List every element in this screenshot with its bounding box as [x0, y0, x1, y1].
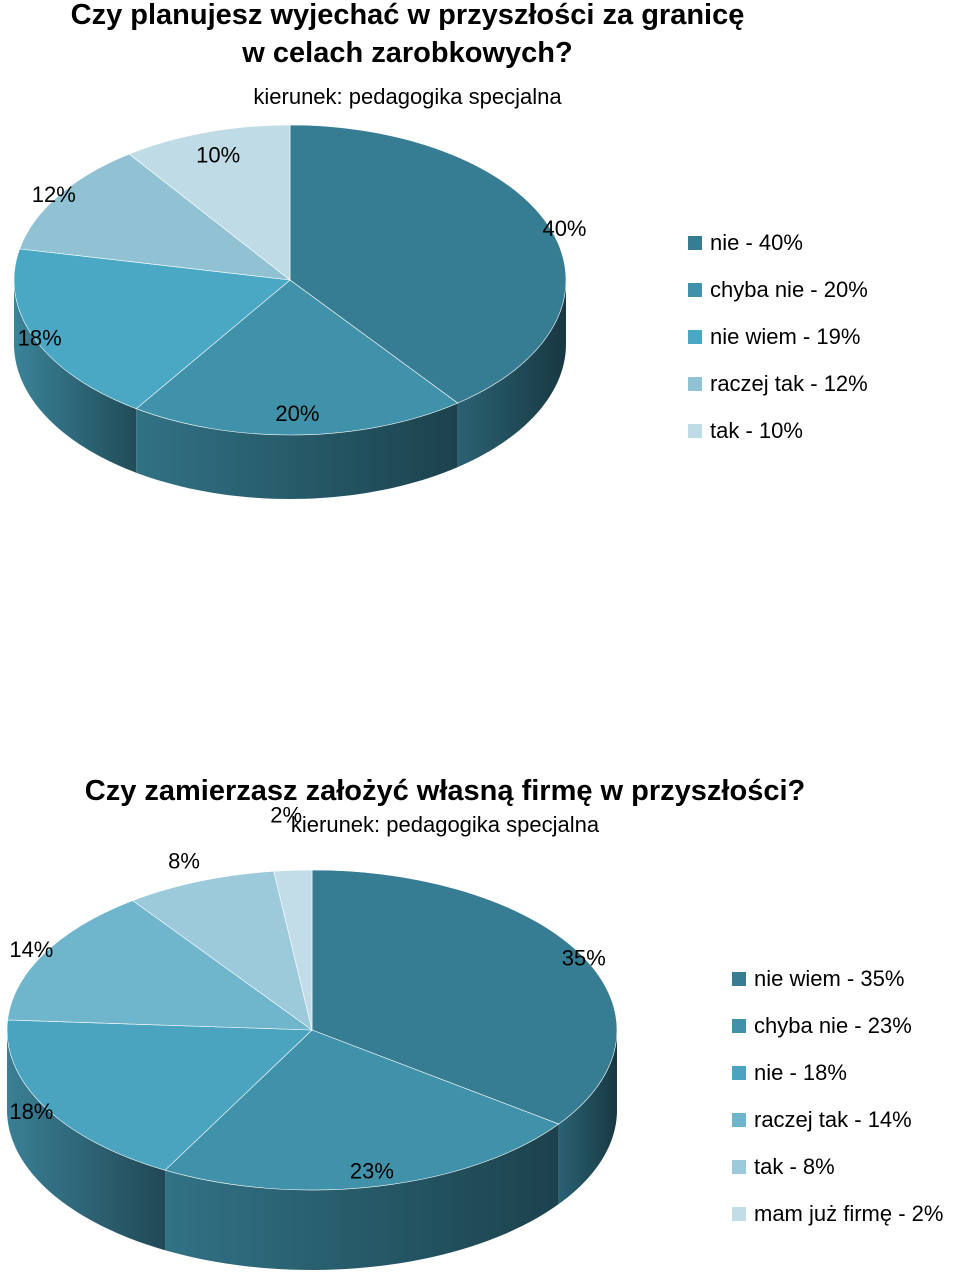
pie-side-0 — [457, 280, 566, 468]
chart-subtitle: kierunek: pedagogika specjalna — [290, 812, 600, 837]
legend-swatch — [732, 1019, 746, 1033]
chart-subtitle: kierunek: pedagogika specjalna — [253, 84, 562, 109]
legend-swatch — [688, 424, 702, 438]
legend-swatch — [732, 1207, 746, 1221]
data-label: 14% — [9, 937, 53, 962]
legend-label: tak - 10% — [710, 418, 803, 443]
chart-title: Czy zamierzasz założyć własną firmę w pr… — [84, 775, 806, 807]
chart-title-line-2: w celach zarobkowych? — [242, 37, 573, 69]
legend-swatch — [732, 1113, 746, 1127]
pie-slice-tak — [132, 870, 313, 1031]
legend-label: chyba nie - 23% — [754, 1013, 912, 1038]
pie-side-walls — [7, 1030, 617, 1270]
data-label: 20% — [275, 401, 319, 426]
legend-label: tak - 8% — [754, 1154, 835, 1179]
legend-label: mam już firmę - 2% — [754, 1201, 944, 1226]
pie-chart-emigration: Czy planujesz wyjechać w przyszłości za … — [0, 0, 960, 520]
data-label: 35% — [562, 945, 606, 970]
pie-side-0 — [558, 1030, 617, 1205]
legend-swatch — [688, 236, 702, 250]
pie-slice-raczej-tak — [7, 900, 313, 1031]
pie-side-2 — [14, 280, 137, 473]
pie-plot: 35% 23% 18% 14% 8% 2% — [6, 802, 618, 1270]
pie-slice-mam-już-firmę — [273, 869, 313, 1031]
pie-chart-own-business: Czy zamierzasz założyć własną firmę w pr… — [0, 760, 960, 1274]
legend-label: nie wiem - 19% — [710, 324, 861, 349]
pie-side-2 — [7, 1030, 166, 1251]
data-label: 18% — [9, 1099, 53, 1124]
legend-swatch — [688, 377, 702, 391]
data-label: 18% — [18, 326, 62, 351]
legend-swatch — [688, 283, 702, 297]
pie-side-1 — [165, 1124, 559, 1270]
chart-title-line-1: Czy planujesz wyjechać w przyszłości za … — [70, 0, 745, 31]
data-label: 2% — [270, 802, 302, 827]
data-label: 12% — [32, 182, 76, 207]
legend-label: raczej tak - 14% — [754, 1107, 912, 1132]
legend-swatch — [732, 1160, 746, 1174]
pie-slice-raczej-tak — [19, 153, 292, 281]
pie-slice-nie-wiem — [13, 248, 291, 410]
data-label: 10% — [196, 143, 240, 168]
pie-plot: 40% 20% 18% 12% 10% — [13, 124, 587, 499]
data-label: 8% — [168, 848, 200, 873]
legend-swatch — [732, 1066, 746, 1080]
legend-label: raczej tak - 12% — [710, 371, 868, 396]
legend-label: nie - 40% — [710, 230, 803, 255]
data-label: 40% — [542, 216, 586, 241]
pie-slice-chyba-nie — [135, 279, 459, 436]
pie-slice-nie-wiem — [311, 869, 618, 1125]
chart-title: Czy planujesz wyjechać w przyszłości za … — [0, 0, 815, 72]
legend-label: chyba nie - 20% — [710, 277, 868, 302]
data-label: 23% — [350, 1159, 394, 1184]
legend-label: nie wiem - 35% — [754, 966, 905, 991]
pie-slice-nie — [6, 1019, 313, 1171]
pie-slice-nie — [289, 124, 567, 404]
legend-swatch — [732, 972, 746, 986]
legend-label: nie - 18% — [754, 1060, 847, 1085]
legend-swatch — [688, 330, 702, 344]
pie-slice-chyba-nie — [164, 1029, 560, 1191]
pie-slice-tak — [128, 124, 291, 281]
